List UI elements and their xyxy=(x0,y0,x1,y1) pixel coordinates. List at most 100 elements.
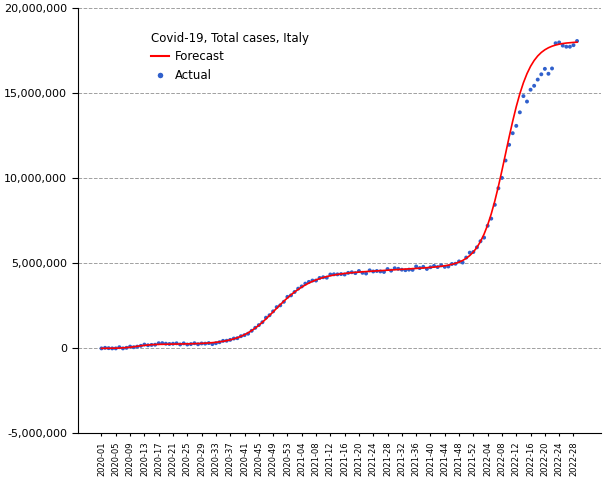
Point xyxy=(393,265,403,273)
Point xyxy=(304,278,314,286)
Point xyxy=(161,340,171,348)
Point xyxy=(415,264,425,272)
Point xyxy=(572,37,582,45)
Point xyxy=(189,339,199,347)
Point xyxy=(401,266,410,274)
Point xyxy=(522,98,532,106)
Point xyxy=(218,337,228,345)
Point xyxy=(344,269,353,276)
Point xyxy=(254,321,264,329)
Point xyxy=(479,234,489,241)
Point xyxy=(114,343,124,351)
Point xyxy=(365,266,374,274)
Point xyxy=(283,293,292,300)
Point xyxy=(211,339,221,347)
Point xyxy=(533,76,543,84)
Point xyxy=(540,65,550,72)
Point xyxy=(347,268,356,276)
Point xyxy=(472,243,482,251)
Point xyxy=(293,285,303,292)
Point xyxy=(447,260,457,268)
Point xyxy=(333,271,342,278)
Point xyxy=(561,43,571,50)
Point xyxy=(440,263,450,271)
Point xyxy=(462,254,471,262)
Point xyxy=(268,308,278,315)
Point xyxy=(358,269,367,276)
Point xyxy=(243,330,253,337)
Point xyxy=(483,222,492,229)
Point xyxy=(229,335,238,342)
Point xyxy=(565,43,575,50)
Point xyxy=(494,184,503,192)
Point xyxy=(315,274,324,282)
Point xyxy=(468,248,478,256)
Point xyxy=(372,267,382,275)
Point xyxy=(368,268,378,276)
Point xyxy=(433,263,442,271)
Point xyxy=(258,318,267,326)
Point xyxy=(465,249,475,256)
Point xyxy=(265,312,275,319)
Point xyxy=(340,271,350,278)
Point xyxy=(118,345,128,352)
Point xyxy=(157,339,167,347)
Point xyxy=(443,263,453,270)
Point xyxy=(325,271,335,278)
Point xyxy=(240,331,249,339)
Point xyxy=(408,266,417,274)
Point xyxy=(501,156,511,164)
Point xyxy=(454,258,464,265)
Point xyxy=(132,343,142,350)
Point xyxy=(97,345,106,352)
Point xyxy=(537,71,546,78)
Point xyxy=(386,267,396,275)
Point xyxy=(436,262,446,269)
Point xyxy=(143,341,153,349)
Point xyxy=(404,266,414,274)
Point xyxy=(165,340,174,348)
Point xyxy=(425,264,435,271)
Legend: Forecast, Actual: Forecast, Actual xyxy=(146,27,314,87)
Point xyxy=(336,270,346,278)
Point xyxy=(361,270,371,277)
Point xyxy=(515,108,525,116)
Point xyxy=(261,314,271,322)
Point xyxy=(279,298,289,306)
Point xyxy=(175,341,185,348)
Point xyxy=(551,39,560,47)
Point xyxy=(122,344,131,352)
Point xyxy=(275,301,285,309)
Point xyxy=(154,339,163,347)
Point xyxy=(390,264,399,272)
Point xyxy=(476,238,485,245)
Point xyxy=(290,288,299,296)
Point xyxy=(236,332,246,340)
Point xyxy=(322,274,332,282)
Point xyxy=(107,345,117,352)
Point xyxy=(215,338,224,346)
Point xyxy=(301,280,310,288)
Point xyxy=(558,42,567,49)
Point xyxy=(511,122,521,130)
Point xyxy=(193,340,203,348)
Point xyxy=(529,82,539,90)
Point xyxy=(422,265,432,273)
Point xyxy=(508,129,517,137)
Point xyxy=(486,215,496,222)
Point xyxy=(129,343,139,351)
Point xyxy=(458,259,468,266)
Point xyxy=(505,141,514,149)
Point xyxy=(100,344,110,352)
Point xyxy=(311,276,321,284)
Point xyxy=(208,340,217,348)
Point xyxy=(297,283,307,290)
Point xyxy=(526,86,535,94)
Point xyxy=(354,267,364,275)
Point xyxy=(451,260,460,267)
Point xyxy=(497,174,507,182)
Point xyxy=(104,344,114,352)
Point xyxy=(172,339,182,347)
Point xyxy=(554,38,564,46)
Point xyxy=(376,267,385,275)
